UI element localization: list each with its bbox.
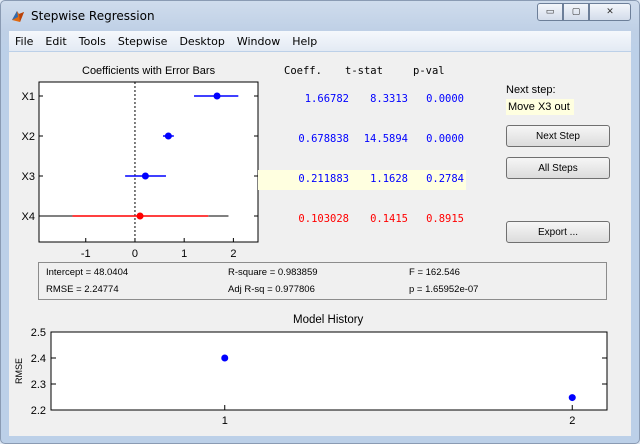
- next-step-button[interactable]: Next Step: [506, 125, 610, 147]
- history-y-tick-label: 2.5: [31, 327, 46, 339]
- x-tick-label: 2: [230, 248, 236, 260]
- rsquare-stat: R-square = 0.983859: [228, 267, 318, 278]
- coef-cell-coeff: 1.66782: [304, 93, 349, 105]
- matlab-logo-icon: [12, 11, 24, 22]
- menu-bar: File Edit Tools Stepwise Desktop Window …: [9, 31, 631, 51]
- x-tick-label: 0: [132, 248, 138, 260]
- coef-cell-tstat: 14.5894: [363, 133, 408, 145]
- window-controls: ▭ ▢ ✕: [537, 3, 631, 21]
- history-y-tick-label: 2.3: [31, 379, 46, 391]
- export-button[interactable]: Export ...: [506, 221, 610, 243]
- model-statistics-box: Intercept = 48.0404 RMSE = 2.24774 R-squ…: [38, 262, 607, 300]
- intercept-stat: Intercept = 48.0404: [46, 267, 129, 278]
- coef-row-label: X1: [22, 91, 35, 103]
- history-axes-box: [50, 331, 608, 411]
- header-tstat: t-stat: [345, 65, 383, 77]
- coef-cell-coeff: 0.211883: [298, 173, 349, 185]
- coef-cell-pval: 0.0000: [426, 93, 464, 105]
- x-tick-label: 1: [181, 248, 187, 260]
- maximize-button[interactable]: ▢: [563, 3, 589, 21]
- coef-row-label: X4: [22, 211, 35, 223]
- f-stat: F = 162.546: [409, 267, 460, 278]
- export-button-label: Export ...: [537, 226, 578, 238]
- minimize-button[interactable]: ▭: [537, 3, 563, 21]
- menu-help[interactable]: Help: [292, 34, 318, 48]
- model-history-title: Model History: [293, 314, 364, 326]
- next-step-label: Next step:: [506, 84, 556, 96]
- coef-cell-tstat: 1.1628: [370, 173, 408, 185]
- coef-table-row[interactable]: 0.103028 0.1415 0.8915: [258, 210, 466, 230]
- coef-estimate-point[interactable]: [141, 172, 149, 180]
- coef-estimate-point[interactable]: [213, 92, 221, 100]
- window-title: Stepwise Regression: [31, 9, 155, 23]
- title-bar[interactable]: Stepwise Regression ▭ ▢ ✕: [1, 1, 639, 31]
- menu-edit[interactable]: Edit: [45, 34, 67, 48]
- history-x-tick-label: 1: [222, 415, 228, 427]
- coef-cell-tstat: 8.3313: [370, 93, 408, 105]
- all-steps-button[interactable]: All Steps: [506, 157, 610, 179]
- history-y-tick-label: 2.2: [31, 405, 46, 417]
- close-button[interactable]: ✕: [589, 3, 631, 21]
- menu-file[interactable]: File: [15, 34, 34, 48]
- p-value-stat: p = 1.65952e-07: [409, 284, 479, 295]
- coefficient-plot[interactable]: -1 0 1 2 X1 X2 X3 X4: [9, 78, 269, 264]
- figure-client-area: Coefficients with Error Bars Coeff. t-st…: [9, 52, 631, 436]
- history-y-axis-label: RMSE: [14, 358, 24, 384]
- coef-table-row[interactable]: 1.66782 8.3313 0.0000: [258, 90, 466, 110]
- model-history-plot[interactable]: 2.2 2.3 2.4 2.5 1 2 RMSE: [9, 324, 631, 436]
- coef-estimate-point[interactable]: [164, 132, 172, 140]
- coef-cell-coeff: 0.678838: [298, 133, 349, 145]
- menu-desktop[interactable]: Desktop: [179, 34, 225, 48]
- coef-cell-pval: 0.2784: [426, 173, 464, 185]
- header-coeff: Coeff.: [284, 65, 322, 77]
- history-data-point[interactable]: [221, 354, 229, 362]
- next-step-value: Move X3 out: [506, 99, 574, 115]
- minimize-icon: ▭: [545, 7, 555, 17]
- history-y-tick-label: 2.4: [31, 353, 46, 365]
- coef-estimate-point[interactable]: [136, 212, 144, 220]
- coef-row-label: X2: [22, 131, 35, 143]
- all-steps-button-label: All Steps: [538, 162, 578, 174]
- coef-plot-title: Coefficients with Error Bars: [82, 65, 216, 77]
- history-data-point[interactable]: [568, 394, 576, 402]
- menu-stepwise[interactable]: Stepwise: [117, 34, 168, 48]
- coef-table-row[interactable]: 0.678838 14.5894 0.0000: [258, 130, 466, 150]
- rmse-stat: RMSE = 2.24774: [46, 284, 119, 295]
- history-x-tick-label: 2: [569, 415, 575, 427]
- next-step-button-label: Next Step: [536, 130, 580, 142]
- coef-cell-coeff: 0.103028: [298, 213, 349, 225]
- coef-cell-pval: 0.0000: [426, 133, 464, 145]
- coef-cell-pval: 0.8915: [426, 213, 464, 225]
- menu-window[interactable]: Window: [236, 34, 281, 48]
- adj-rsq-stat: Adj R-sq = 0.977806: [228, 284, 315, 295]
- x-tick-label: -1: [81, 248, 91, 260]
- coef-table-row[interactable]: 0.211883 1.1628 0.2784: [258, 170, 466, 190]
- coef-axes-box: [38, 81, 259, 243]
- maximize-icon: ▢: [571, 7, 581, 17]
- coef-row-label: X3: [22, 171, 35, 183]
- coef-cell-tstat: 0.1415: [370, 213, 408, 225]
- menu-tools[interactable]: Tools: [78, 34, 106, 48]
- close-icon: ✕: [606, 7, 614, 17]
- header-pval: p-val: [413, 65, 445, 77]
